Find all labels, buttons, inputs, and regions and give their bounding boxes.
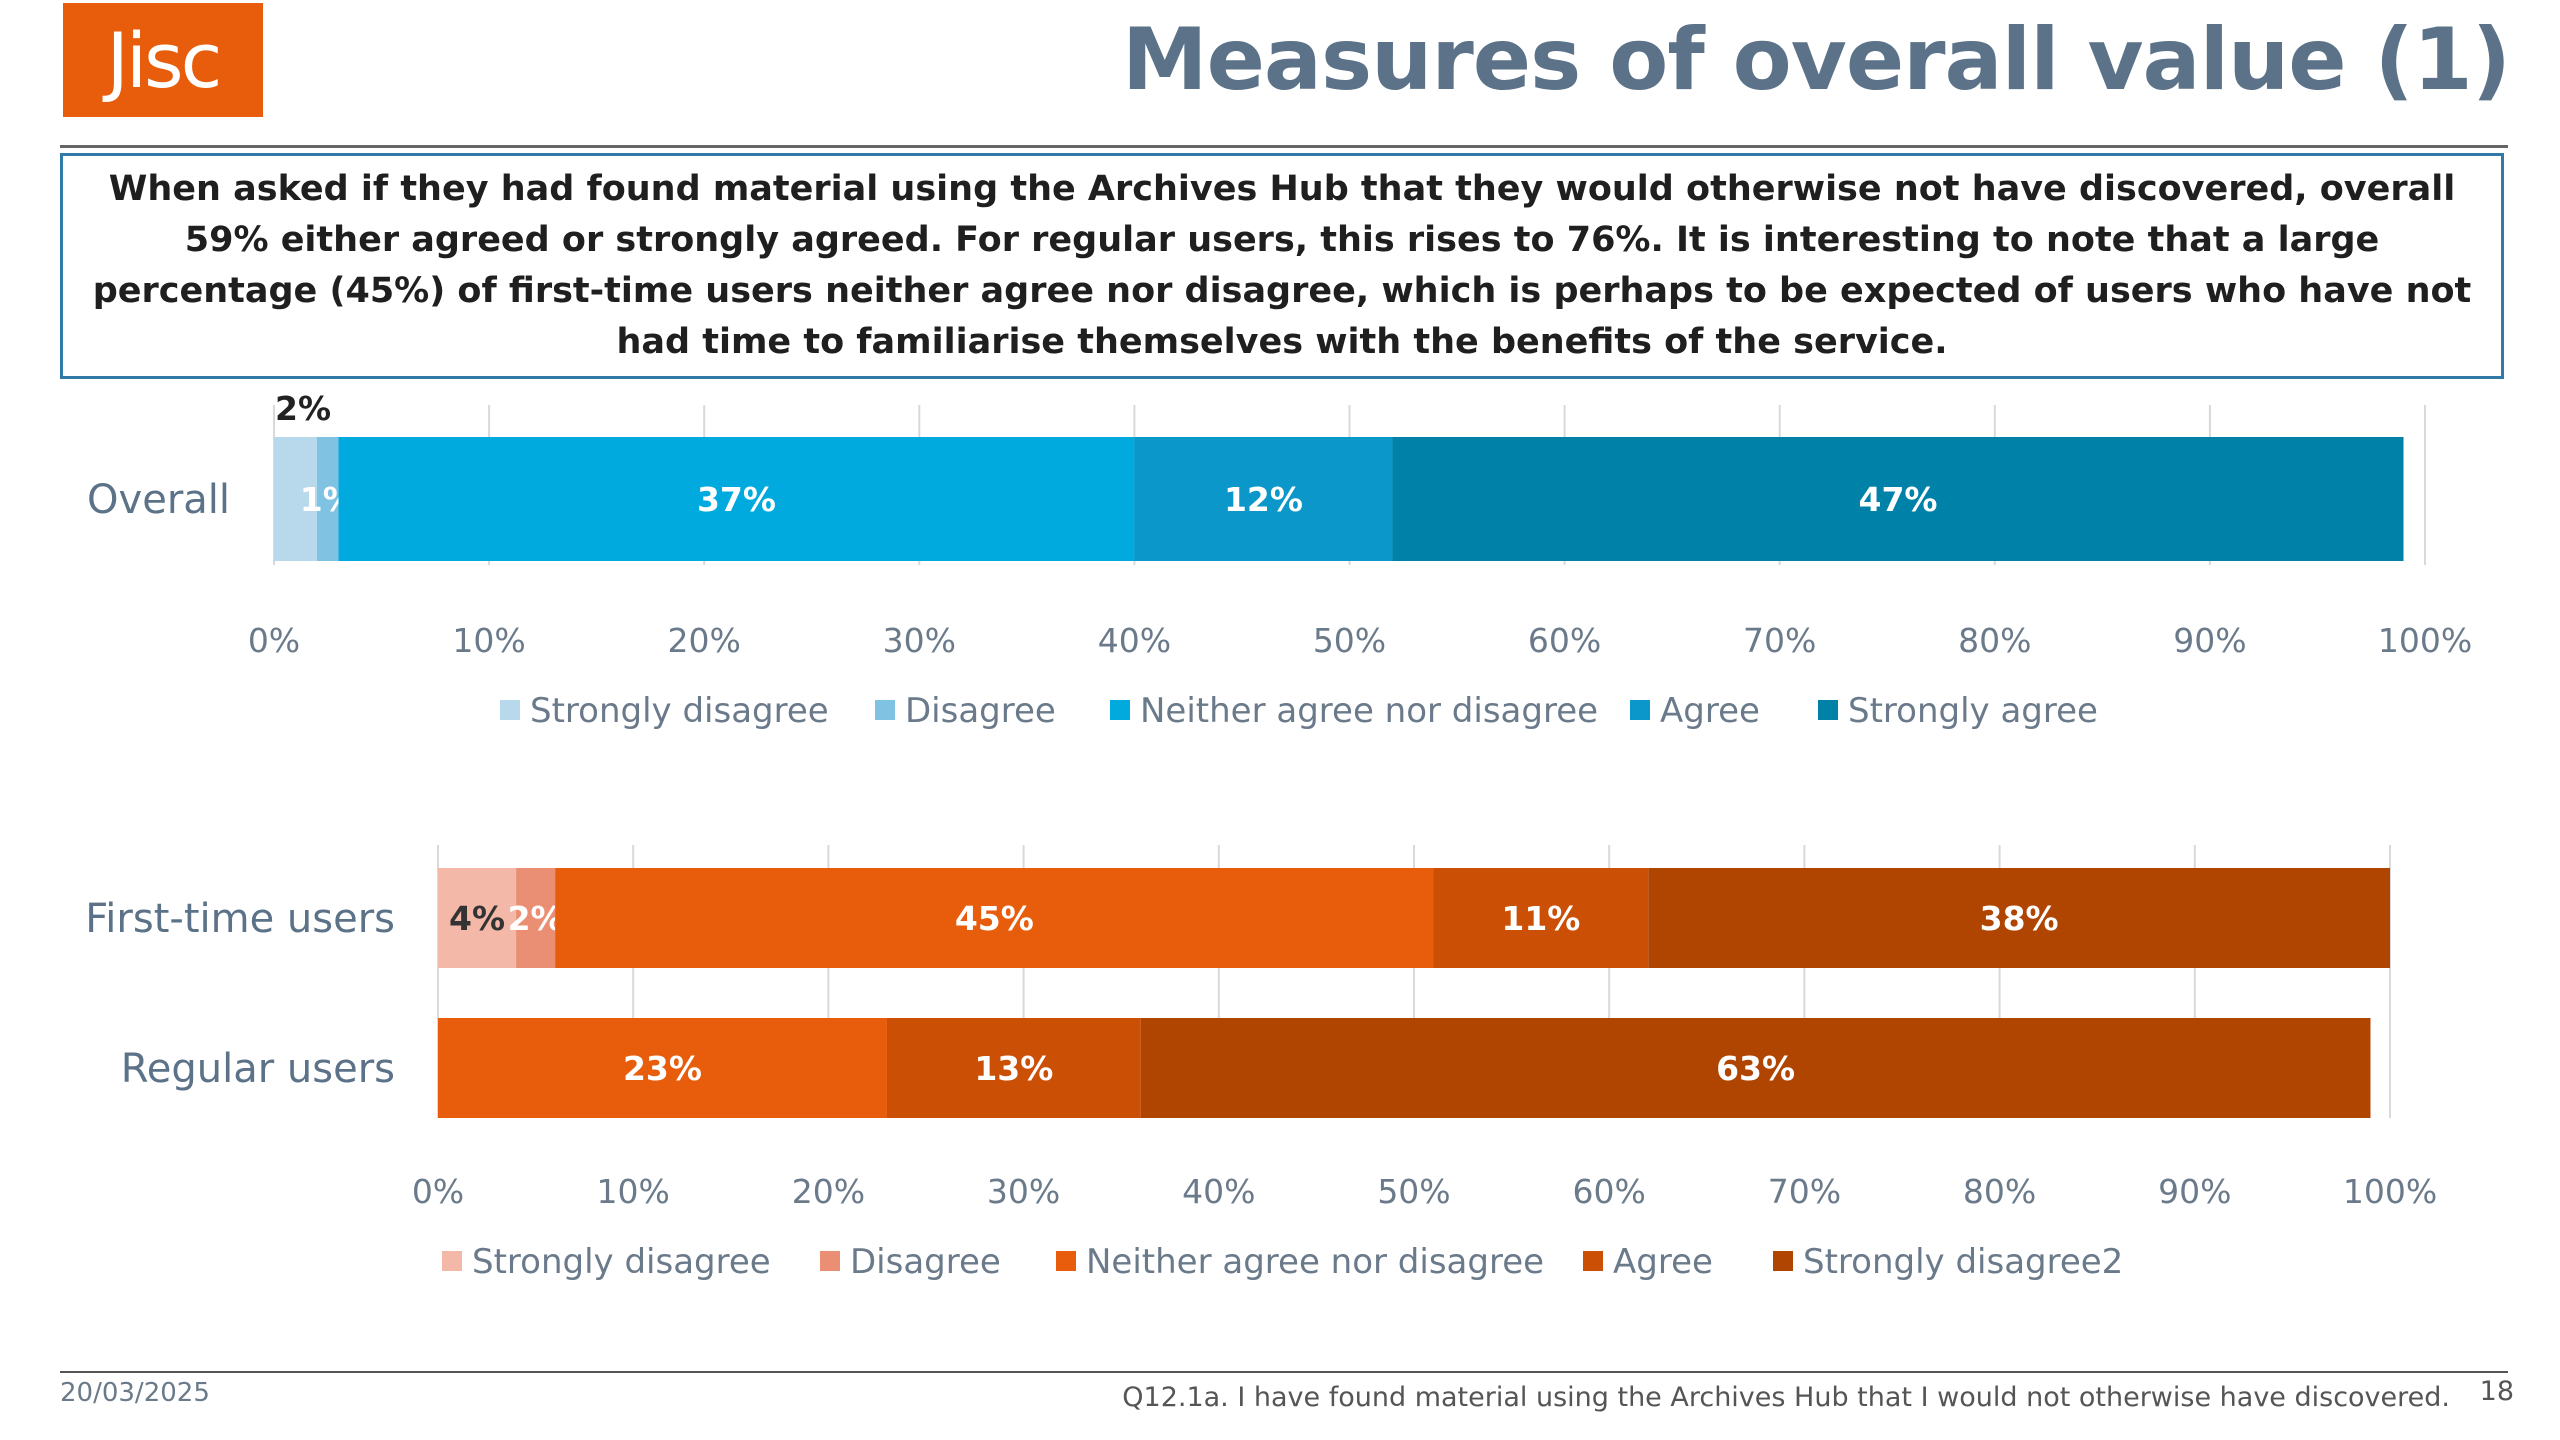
tick-label: 20% [792, 1172, 865, 1211]
bar-segment [555, 868, 1434, 968]
tick-label: 90% [2158, 1172, 2231, 1211]
category-label: First-time users [85, 896, 395, 942]
bar-segment [1648, 868, 2390, 968]
bar-segment [317, 437, 339, 561]
bar-segment [438, 1018, 887, 1118]
legend-label: Strongly disagree [530, 691, 829, 731]
title-divider [60, 145, 2508, 148]
bar-segment [1392, 437, 2404, 561]
legend-label: Agree [1660, 691, 1760, 731]
legend-label: Strongly disagree2 [1803, 1242, 2123, 1282]
footer-question-note: Q12.1a. I have found material using the … [1122, 1382, 2450, 1413]
slide-title: Measures of overall value (1) [1122, 10, 2511, 110]
bar-segment [274, 437, 318, 561]
tick-label: 30% [987, 1172, 1060, 1211]
tick-label: 50% [1377, 1172, 1450, 1211]
legend-swatch [875, 700, 895, 720]
tick-label: 60% [1573, 1172, 1646, 1211]
tick-label: 10% [452, 621, 525, 660]
legend-swatch [1773, 1251, 1793, 1271]
tick-label: 100% [2378, 621, 2472, 660]
tick-label: 90% [2173, 621, 2246, 660]
legend-label: Strongly disagree [472, 1242, 771, 1282]
data-label: 23% [623, 1049, 702, 1088]
legend-label: Disagree [905, 691, 1056, 731]
tick-label: 10% [597, 1172, 670, 1211]
legend-swatch [1818, 700, 1838, 720]
bar-segment [1134, 437, 1393, 561]
legend-swatch [1583, 1251, 1603, 1271]
data-label: 45% [955, 899, 1034, 938]
tick-label: 0% [248, 621, 300, 660]
tick-label: 70% [1743, 621, 1816, 660]
bar-segment [516, 868, 556, 968]
tick-label: 30% [883, 621, 956, 660]
data-label: 2% [275, 389, 331, 428]
tick-label: 60% [1528, 621, 1601, 660]
legend-label: Strongly agree [1848, 691, 2098, 731]
legend-swatch [442, 1251, 462, 1271]
tick-label: 80% [1958, 621, 2031, 660]
tick-label: 100% [2343, 1172, 2437, 1211]
data-label: 11% [1501, 899, 1580, 938]
data-label: 38% [1980, 899, 2059, 938]
data-label: 63% [1716, 1049, 1795, 1088]
legend-swatch [1056, 1251, 1076, 1271]
data-label: 12% [1224, 480, 1303, 519]
summary-text: When asked if they had found material us… [92, 169, 2472, 362]
category-label: Overall [87, 477, 230, 523]
legend-swatch [500, 700, 520, 720]
tick-label: 80% [1963, 1172, 2036, 1211]
legend-label: Neither agree nor disagree [1086, 1242, 1544, 1282]
legend-swatch [1110, 700, 1130, 720]
legend-label: Agree [1613, 1242, 1713, 1282]
data-label: 4% [449, 899, 505, 938]
summary-box: When asked if they had found material us… [60, 153, 2504, 379]
bar-segment [1433, 868, 1649, 968]
tick-label: 0% [412, 1172, 464, 1211]
data-label: 2% [508, 899, 564, 938]
bar-segment [886, 1018, 1141, 1118]
jisc-logo: Jisc [63, 3, 263, 117]
data-label: 47% [1859, 480, 1938, 519]
footer-date: 20/03/2025 [60, 1378, 210, 1408]
legend-label: Disagree [850, 1242, 1001, 1282]
footer-divider [60, 1371, 2508, 1373]
data-label: 37% [697, 480, 776, 519]
tick-label: 20% [668, 621, 741, 660]
legend-swatch [820, 1251, 840, 1271]
tick-label: 40% [1182, 1172, 1255, 1211]
bar-segment [438, 868, 517, 968]
bar-segment [1140, 1018, 2371, 1118]
tick-label: 50% [1313, 621, 1386, 660]
category-label: Regular users [121, 1046, 395, 1092]
data-label: 13% [974, 1049, 1053, 1088]
legend-label: Neither agree nor disagree [1140, 691, 1598, 731]
bar-segment [338, 437, 1135, 561]
tick-label: 40% [1098, 621, 1171, 660]
tick-label: 70% [1768, 1172, 1841, 1211]
page-number: 18 [2479, 1376, 2514, 1407]
chart-2: First-time users 4% 2% 45% 11% 38% Regular use… [85, 845, 2437, 1282]
legend-swatch [1630, 700, 1650, 720]
